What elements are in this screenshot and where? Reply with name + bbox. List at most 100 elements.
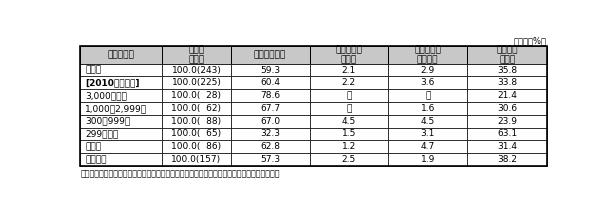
Text: 30.6: 30.6 [497, 104, 517, 113]
Text: 2.1: 2.1 [341, 66, 356, 74]
Bar [231, 153, 310, 166]
Bar [310, 127, 389, 140]
Bar [80, 102, 162, 115]
Text: －: － [346, 91, 352, 100]
Bar [467, 64, 547, 76]
Bar [310, 140, 389, 153]
Bar [310, 102, 389, 115]
Text: 1,000～2,999人: 1,000～2,999人 [85, 104, 147, 113]
Bar [80, 46, 547, 166]
Text: 299人以下: 299人以下 [85, 129, 119, 138]
Bar [162, 140, 231, 153]
Text: 4.5: 4.5 [341, 117, 356, 126]
Bar [162, 153, 231, 166]
Bar [231, 89, 310, 102]
Text: 35.8: 35.8 [497, 66, 517, 74]
Text: 3,000人以上: 3,000人以上 [85, 91, 127, 100]
Bar [310, 64, 389, 76]
Text: 2.9: 2.9 [420, 66, 435, 74]
Bar [467, 140, 547, 153]
Text: 100.0(  88): 100.0( 88) [171, 117, 222, 126]
Text: 1.9: 1.9 [420, 155, 435, 164]
Text: 合　計
（社）: 合 計 （社） [188, 45, 204, 65]
Bar [310, 76, 389, 89]
Bar [80, 46, 162, 64]
Text: 100.0(243): 100.0(243) [171, 66, 222, 74]
Bar [467, 127, 547, 140]
Text: 過去に導入
していた: 過去に導入 していた [414, 45, 441, 65]
Bar [231, 76, 310, 89]
Text: 60.4: 60.4 [260, 78, 280, 87]
Text: 導入している: 導入している [254, 51, 286, 60]
Bar [162, 64, 231, 76]
Bar [162, 102, 231, 115]
Bar [80, 115, 162, 127]
Text: 100.0(  65): 100.0( 65) [171, 129, 222, 138]
Text: －: － [346, 104, 352, 113]
Bar [231, 127, 310, 140]
Text: （注）「新入社員指導員制度」とは、職場で新入社員をマンツーマンで指導する制度を指す。: （注）「新入社員指導員制度」とは、職場で新入社員をマンツーマンで指導する制度を指… [80, 169, 280, 178]
Text: [2010年度調査]: [2010年度調査] [85, 78, 140, 87]
Bar [80, 140, 162, 153]
Text: 67.0: 67.0 [260, 117, 280, 126]
Bar [467, 153, 547, 166]
Bar [231, 64, 310, 76]
Bar [162, 115, 231, 127]
Text: 2.2: 2.2 [342, 78, 356, 87]
Bar [162, 127, 231, 140]
Bar [389, 46, 467, 64]
Text: 100.0(  86): 100.0( 86) [171, 142, 222, 151]
Text: 67.7: 67.7 [260, 104, 280, 113]
Text: 2.5: 2.5 [341, 155, 356, 164]
Bar [310, 89, 389, 102]
Text: 導入の予定
がある: 導入の予定 がある [335, 45, 362, 65]
Text: 4.5: 4.5 [420, 117, 435, 126]
Text: （単位：%）: （単位：%） [514, 37, 547, 46]
Text: 1.5: 1.5 [341, 129, 356, 138]
Text: 100.0(157): 100.0(157) [171, 155, 222, 164]
Bar [467, 76, 547, 89]
Bar [389, 115, 467, 127]
Bar [162, 76, 231, 89]
Bar [80, 76, 162, 89]
Bar [80, 127, 162, 140]
Text: 非製造業: 非製造業 [85, 155, 106, 164]
Bar [231, 140, 310, 153]
Bar [389, 64, 467, 76]
Text: 57.3: 57.3 [260, 155, 280, 164]
Bar [467, 115, 547, 127]
Bar [389, 140, 467, 153]
Text: 3.1: 3.1 [420, 129, 435, 138]
Text: 100.0(  28): 100.0( 28) [171, 91, 222, 100]
Bar [231, 115, 310, 127]
Bar [467, 46, 547, 64]
Text: 製造業: 製造業 [85, 142, 102, 151]
Bar [310, 153, 389, 166]
Text: 33.8: 33.8 [497, 78, 517, 87]
Text: 62.8: 62.8 [260, 142, 280, 151]
Bar [231, 46, 310, 64]
Text: 78.6: 78.6 [260, 91, 280, 100]
Text: －: － [425, 91, 430, 100]
Bar [310, 115, 389, 127]
Text: 調査計: 調査計 [85, 66, 102, 74]
Bar [162, 46, 231, 64]
Text: 100.0(225): 100.0(225) [171, 78, 222, 87]
Text: 21.4: 21.4 [497, 91, 517, 100]
Bar [389, 76, 467, 89]
Bar [467, 102, 547, 115]
Text: 63.1: 63.1 [497, 129, 517, 138]
Text: 32.3: 32.3 [260, 129, 280, 138]
Text: 38.2: 38.2 [497, 155, 517, 164]
Bar [389, 89, 467, 102]
Bar [231, 102, 310, 115]
Bar [162, 89, 231, 102]
Text: 1.6: 1.6 [420, 104, 435, 113]
Text: 23.9: 23.9 [497, 117, 517, 126]
Bar [389, 153, 467, 166]
Bar [310, 46, 389, 64]
Bar [80, 89, 162, 102]
Text: 31.4: 31.4 [497, 142, 517, 151]
Bar [389, 127, 467, 140]
Text: 1.2: 1.2 [341, 142, 356, 151]
